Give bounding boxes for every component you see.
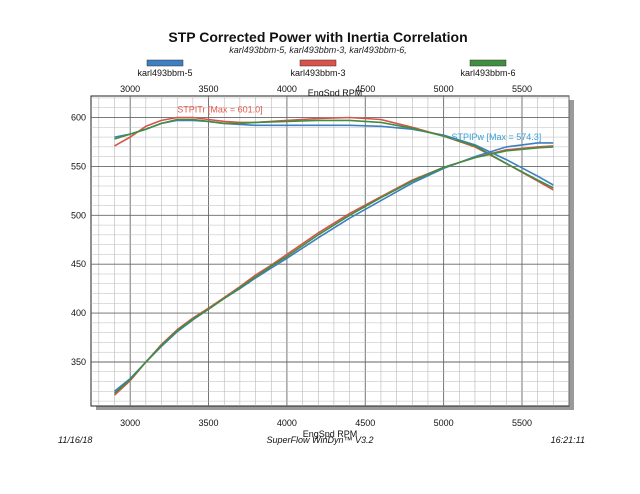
x-tick-label-top: 5500 [512,84,532,94]
y-tick-label: 350 [71,357,86,367]
annotation-label: STPIPw [Max = 574.3] [451,132,541,142]
annotations: STPITr [Max = 601.0] STPIPw [Max = 574.3] [177,105,541,142]
legend-swatch [299,59,337,67]
series-group [113,116,554,396]
plot-area [90,95,570,407]
legend-label: karl493bbm-3 [290,68,345,78]
chart-subtitle: karl493bbm-5, karl493bbm-3, karl493bbm-6… [229,45,407,55]
x-tick-label-bottom: 3000 [120,418,140,428]
legend-swatch [469,59,507,67]
y-tick-label: 550 [71,161,86,171]
annotation-label: STPITr [Max = 601.0] [177,105,262,115]
x-tick-label-bottom: 4500 [355,418,375,428]
x-tick-label-bottom: 5000 [434,418,454,428]
grid [91,96,570,406]
x-tick-label-top: 5000 [434,84,454,94]
y-tick-label: 400 [71,308,86,318]
x-tick-label-top: 4000 [277,84,297,94]
x-tick-label-top: 3500 [199,84,219,94]
series-line-torque [114,118,554,189]
x-axis-label-top: EngSpd RPM [308,88,363,98]
y-tick-label: 450 [71,259,86,269]
footer-date: 11/16/18 [58,435,92,445]
x-tick-label-top: 4500 [355,84,375,94]
legend-label: karl493bbm-5 [137,68,192,78]
legend-swatch [146,59,184,67]
y-tick-label: 500 [71,210,86,220]
footer-software: SuperFlow WinDyn™ V3.2 [267,435,374,445]
chart-title: STP Corrected Power with Inertia Correla… [168,29,467,45]
x-tick-label-top: 3000 [120,84,140,94]
legend-label: karl493bbm-6 [460,68,515,78]
y-tick-label: 600 [71,113,86,123]
x-tick-label-bottom: 4000 [277,418,297,428]
footer-time: 16:21:11 [551,435,585,445]
x-axis-label-bottom: EngSpd RPM [303,429,358,439]
ticks: 3000 3000 3500 3500 4000 4000 4500 4500 5000 5000… [71,84,532,428]
series-line-power [113,146,554,394]
x-tick-label-bottom: 5500 [512,418,532,428]
legend: karl493bbm-5 karl493bbm-3 karl493bbm-6 [137,59,516,78]
x-tick-label-bottom: 3500 [199,418,219,428]
